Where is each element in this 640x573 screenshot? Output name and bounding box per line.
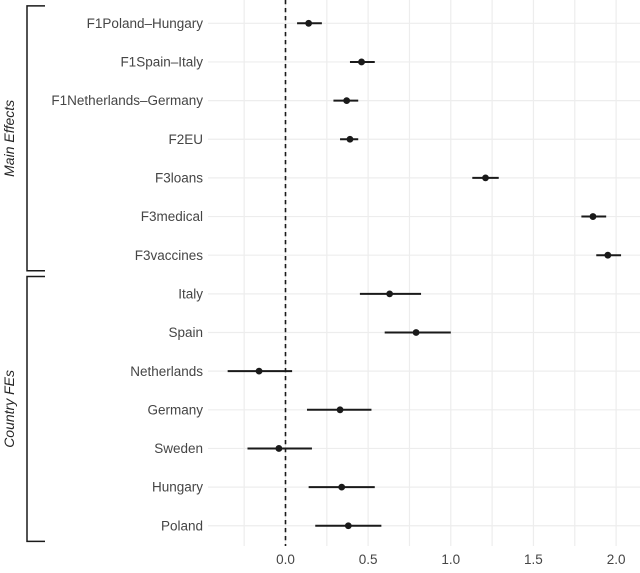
category-label: Netherlands (130, 364, 203, 379)
estimate-point (604, 251, 612, 259)
x-tick-label: 1.0 (441, 552, 460, 567)
category-label: Sweden (154, 441, 203, 456)
estimate-point (344, 522, 352, 530)
estimate-point (386, 290, 394, 298)
estimate-point (255, 367, 263, 375)
category-label: F3loans (155, 171, 203, 186)
estimate-point (358, 58, 365, 66)
estimate-point (346, 135, 354, 143)
category-label: F3vaccines (135, 248, 204, 263)
category-label: F1Spain–Italy (120, 55, 203, 70)
x-tick-label: 2.0 (607, 552, 626, 567)
group-bracket-1 (26, 275, 45, 543)
category-label: Italy (178, 286, 203, 301)
x-tick-label: 1.5 (524, 552, 543, 567)
x-tick-label: 0.0 (276, 552, 295, 567)
estimate-point (275, 445, 283, 452)
category-label: F2EU (168, 132, 203, 147)
group-bracket-0 (26, 5, 45, 272)
estimate-point (343, 97, 351, 104)
category-label: Germany (147, 402, 203, 417)
estimate-point (305, 19, 313, 27)
group-label: Main Effects (1, 100, 17, 177)
category-label: F1Poland–Hungary (87, 16, 204, 31)
estimate-point (589, 213, 597, 220)
estimate-point (338, 483, 346, 491)
estimate-point (412, 329, 420, 336)
category-label: Hungary (152, 480, 203, 495)
category-label: F1Netherlands–Germany (51, 93, 203, 108)
estimate-point (336, 406, 344, 414)
estimate-point (482, 174, 489, 182)
x-tick-label: 0.5 (359, 552, 378, 567)
group-label: Country FEs (1, 370, 17, 448)
category-label: Poland (161, 518, 203, 533)
category-label: F3medical (141, 209, 203, 224)
category-label: Spain (168, 325, 203, 340)
